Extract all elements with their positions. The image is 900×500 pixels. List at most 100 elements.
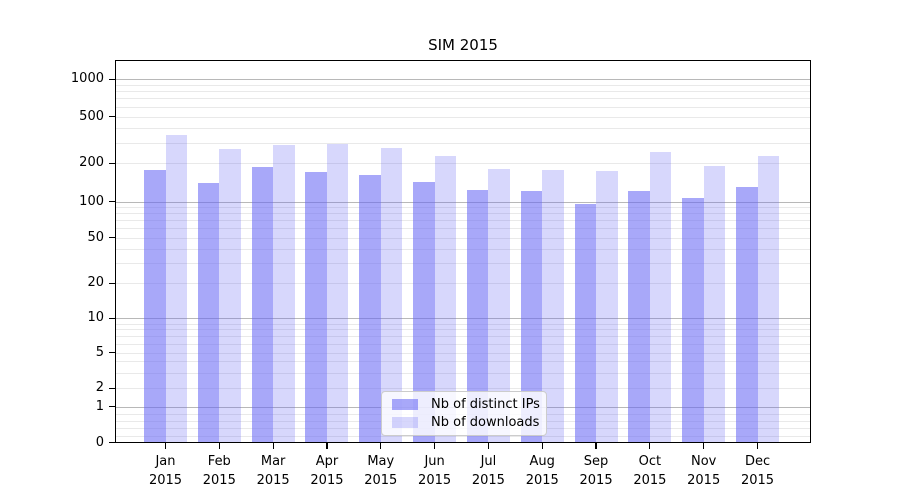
minor-gridline: [116, 283, 810, 285]
bar-downloads-jan: [165, 134, 187, 442]
x-tick-label: Jan 2015: [148, 454, 183, 488]
minor-gridline: [116, 163, 810, 165]
minor-gridline: [116, 213, 810, 215]
y-tick-label: 0: [95, 434, 104, 450]
x-tick-mark: [649, 443, 651, 449]
x-tick-mark: [218, 443, 220, 449]
x-tick-mark: [272, 443, 274, 449]
minor-gridline: [116, 84, 810, 86]
minor-gridline: [116, 388, 810, 390]
minor-gridline: [116, 228, 810, 230]
y-tick-label: 10: [87, 310, 104, 326]
y-tick-mark: [109, 116, 115, 118]
x-tick-mark: [487, 443, 489, 449]
x-tick-mark: [380, 443, 382, 449]
legend-row: Nb of downloads: [388, 415, 540, 430]
y-tick-label: 2: [95, 380, 104, 396]
x-tick-label: Apr 2015: [310, 454, 344, 488]
x-tick-mark: [595, 443, 597, 449]
bar-downloads-jun: [434, 156, 457, 442]
minor-gridline: [116, 128, 810, 130]
bar-ips-mar: [251, 167, 274, 442]
x-tick-mark: [164, 443, 167, 449]
bar-downloads-aug: [542, 170, 564, 442]
y-tick-mark: [109, 78, 115, 80]
x-tick-label: Jun 2015: [418, 454, 452, 488]
legend: Nb of distinct IPs Nb of downloads: [381, 391, 547, 436]
bar-downloads-oct: [649, 151, 672, 442]
bar-ips-feb: [197, 183, 220, 442]
x-tick-label: Aug 2015: [525, 454, 559, 488]
x-tick-label: Sep 2015: [579, 454, 613, 488]
bar-downloads-jul: [488, 169, 510, 442]
minor-gridline: [116, 372, 810, 374]
bar-ips-jan: [144, 170, 166, 442]
minor-gridline: [116, 352, 810, 354]
major-gridline: [116, 79, 810, 80]
minor-gridline: [116, 116, 810, 118]
legend-swatch-distinct-ips: [392, 398, 418, 410]
minor-gridline: [116, 336, 810, 337]
y-tick-label: 200: [79, 155, 104, 171]
x-tick-label: Nov 2015: [687, 454, 721, 488]
minor-gridline: [116, 98, 810, 100]
y-tick-mark: [109, 387, 115, 389]
x-tick-mark: [756, 443, 759, 449]
y-tick-mark: [109, 282, 115, 284]
minor-gridline: [116, 361, 810, 363]
x-tick-label: Oct 2015: [633, 454, 667, 488]
x-tick-label: Dec 2015: [740, 454, 775, 488]
bar-downloads-nov: [703, 166, 726, 442]
x-tick-label: Feb 2015: [202, 454, 236, 488]
legend-row: Nb of distinct IPs: [388, 397, 540, 412]
legend-label: Nb of downloads: [431, 415, 540, 431]
y-tick-mark: [109, 237, 115, 239]
bar-ips-dec: [736, 186, 758, 442]
y-tick-mark: [109, 442, 115, 444]
x-tick-mark: [326, 443, 328, 449]
y-tick-mark: [109, 201, 115, 203]
y-tick-label: 100: [79, 193, 104, 209]
minor-gridline: [116, 106, 810, 108]
y-tick-label: 50: [87, 229, 104, 245]
bar-downloads-sep: [596, 170, 618, 442]
minor-gridline: [116, 207, 810, 209]
x-tick-mark: [703, 443, 705, 449]
minor-gridline: [116, 263, 810, 265]
y-tick-label: 20: [87, 275, 104, 291]
bar-ips-jun: [413, 181, 435, 442]
y-tick-mark: [109, 406, 115, 408]
bar-ips-sep: [574, 203, 597, 442]
bar-ips-oct: [628, 190, 650, 442]
legend-label: Nb of distinct IPs: [431, 396, 540, 412]
bar-downloads-may: [380, 148, 403, 442]
x-tick-label: Mar 2015: [256, 454, 290, 488]
bar-downloads-dec: [757, 156, 780, 442]
minor-gridline: [116, 142, 810, 144]
minor-gridline: [116, 435, 810, 437]
minor-gridline: [116, 329, 810, 331]
minor-gridline: [116, 220, 810, 222]
bar-ips-aug: [520, 190, 543, 442]
legend-swatch-downloads: [392, 417, 418, 429]
bar-downloads-apr: [326, 143, 349, 442]
bar-ips-jul: [466, 189, 489, 442]
y-tick-mark: [109, 317, 115, 319]
bar-downloads-mar: [273, 145, 295, 442]
y-tick-label: 5: [95, 344, 104, 360]
x-tick-label: May 2015: [364, 454, 398, 488]
plot-area: [115, 60, 811, 443]
minor-gridline: [116, 248, 810, 250]
major-gridline: [116, 318, 810, 320]
y-tick-label: 1: [95, 398, 104, 414]
minor-gridline: [116, 91, 810, 93]
minor-gridline: [116, 323, 810, 325]
y-tick-label: 1000: [70, 71, 104, 86]
major-gridline: [116, 201, 810, 203]
x-tick-mark: [434, 443, 436, 449]
minor-gridline: [116, 343, 810, 345]
bar-ips-apr: [305, 172, 327, 442]
y-tick-mark: [109, 352, 115, 354]
bar-ips-nov: [682, 197, 704, 442]
minor-gridline: [116, 237, 810, 239]
